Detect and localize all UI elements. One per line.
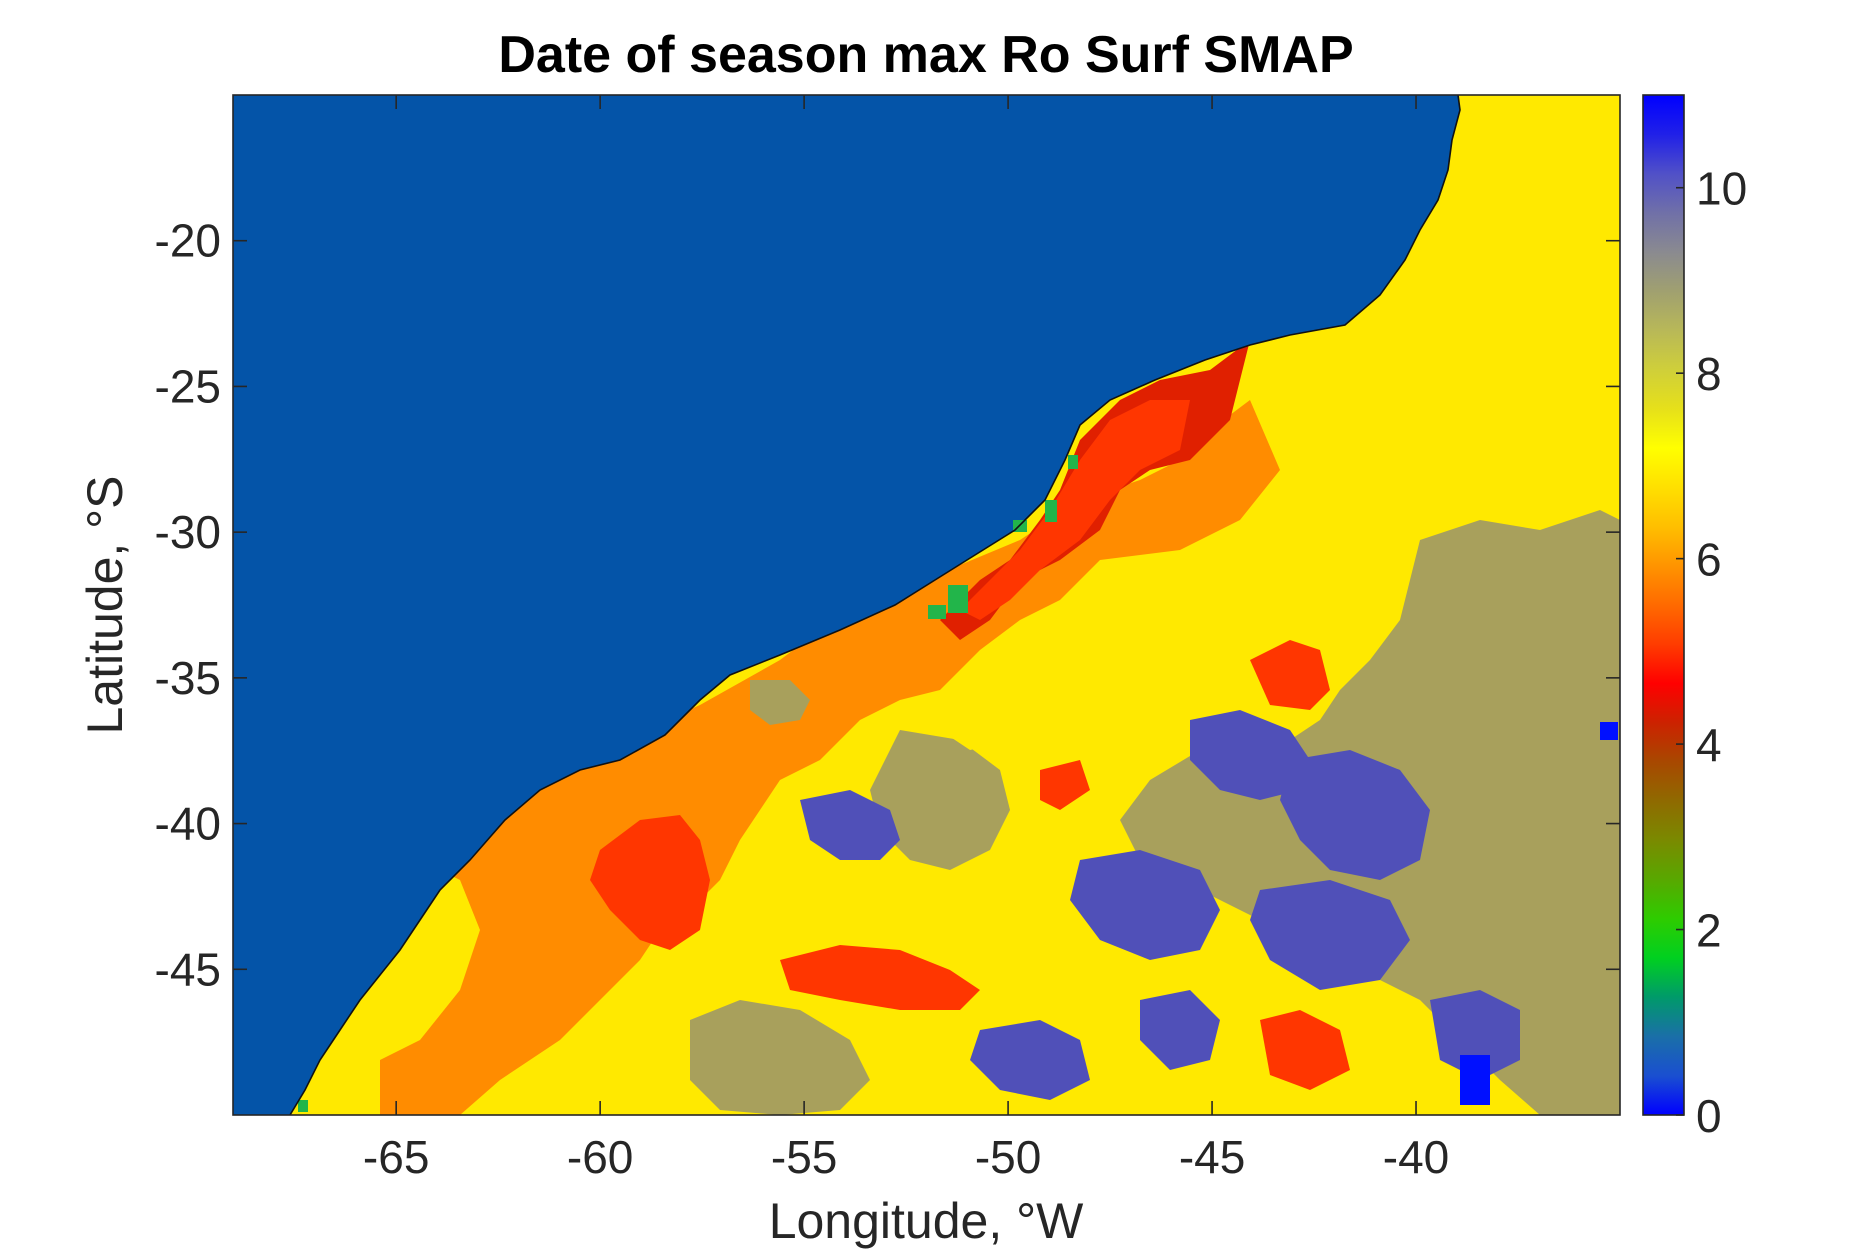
ocean-region-slate-5 [1250, 880, 1410, 990]
colorbar-tick-label: 6 [1696, 534, 1722, 586]
ocean-region-slate-4 [1070, 850, 1220, 960]
ocean-region-orange-belt [380, 400, 1280, 1115]
coastal-green-speck-6 [298, 1100, 308, 1112]
plot-frame [232, 94, 1621, 1116]
coastal-green-speck-4 [948, 585, 968, 613]
plot-area [233, 95, 1620, 1115]
y-tick-label: -40 [155, 798, 221, 850]
ocean-region-olive-mid [870, 730, 1010, 870]
x-tick-label: -55 [771, 1131, 837, 1183]
y-tick-label: -45 [155, 943, 221, 995]
coastal-green-speck-5 [928, 605, 946, 619]
colorbar-tick-label: 2 [1696, 905, 1722, 957]
colorbar: 0 2 4 6 8 10 [1642, 94, 1747, 1142]
y-tick-label: -25 [155, 360, 221, 412]
y-tick-label: -35 [155, 652, 221, 704]
ocean-region-blue-patch-2 [1600, 722, 1618, 740]
ocean-region-blue-patch-1 [1460, 1055, 1490, 1105]
colorbar-tick-label: 8 [1696, 348, 1722, 400]
ocean-region-slate-3 [1280, 750, 1430, 880]
y-tick-label: -20 [155, 215, 221, 267]
ocean-region-red-patch-6 [1040, 760, 1090, 810]
coastline [289, 95, 1461, 1115]
ocean-region-red-patch-3 [1250, 640, 1330, 710]
chart-title: Date of season max Ro Surf SMAP [498, 26, 1353, 84]
colorbar-gradient [1643, 95, 1684, 1115]
ocean-region-red-patch-1 [590, 815, 710, 950]
colorbar-ticks: 0 2 4 6 8 10 [1676, 163, 1747, 1142]
x-tick-label: -45 [1179, 1131, 1245, 1183]
ocean-region-yellow-3 [940, 690, 1030, 750]
x-axis-ticks: -65 -60 -55 -50 -45 -40 [363, 95, 1449, 1183]
x-tick-label: -65 [363, 1131, 429, 1183]
ocean-region-red-patch-2 [780, 945, 980, 1010]
x-tick-label: -40 [1383, 1131, 1449, 1183]
colorbar-tick-label: 0 [1696, 1090, 1722, 1142]
colorbar-tick-label: 10 [1696, 163, 1747, 215]
ocean-region-slate-7 [1430, 990, 1520, 1080]
ocean-region-red-shelf-core [960, 400, 1190, 620]
x-axis-label: Longitude, °W [769, 1193, 1084, 1249]
ocean-region-slate-1 [800, 790, 900, 860]
ocean-region-slate-6 [970, 1020, 1090, 1100]
ocean-region-slate-8 [1140, 990, 1220, 1070]
y-axis-label: Latitude, °S [77, 475, 133, 734]
land-mass [233, 95, 1460, 1115]
x-tick-label: -60 [567, 1131, 633, 1183]
y-tick-label: -30 [155, 506, 221, 558]
coastal-green-speck-2 [1045, 500, 1057, 522]
ocean-region-olive-west [750, 680, 810, 725]
ocean-region-red-patch-4 [1260, 1010, 1350, 1090]
ocean-region-slate-2 [1190, 710, 1310, 800]
colorbar-frame [1642, 94, 1685, 1116]
y-axis-ticks: -20 -25 -30 -35 -40 -45 [155, 215, 1620, 995]
coastal-green-speck-1 [1068, 455, 1078, 469]
ocean-region-yellow-2 [1080, 590, 1180, 660]
ocean-region-olive-south [690, 1000, 870, 1115]
x-tick-label: -50 [975, 1131, 1041, 1183]
colorbar-tick-label: 4 [1696, 719, 1722, 771]
